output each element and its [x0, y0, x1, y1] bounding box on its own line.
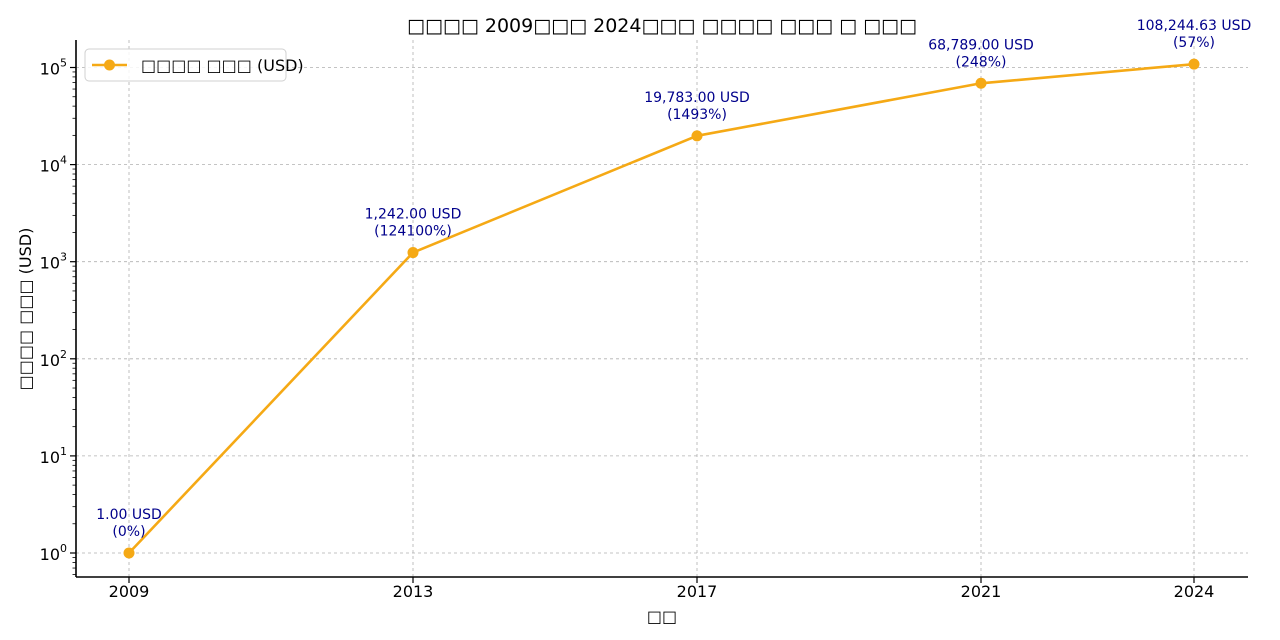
- annotation-value: 19,783.00 USD: [644, 90, 750, 106]
- x-tick-label: 2017: [677, 582, 718, 601]
- legend-box: [84, 48, 287, 82]
- x-axis-label: □□: [647, 607, 677, 626]
- x-axis-ticks: 2009 2013 2017 2021 2024: [109, 577, 1215, 601]
- series-line: [123, 58, 1200, 559]
- data-point-marker: [123, 547, 135, 559]
- data-point-marker: [691, 130, 703, 142]
- annotation-value: 1.00 USD: [96, 507, 162, 523]
- y-tick-label: 101: [40, 445, 67, 467]
- legend: □□□□ □□□ (USD): [84, 48, 304, 82]
- annotation-value: 68,789.00 USD: [928, 37, 1034, 53]
- data-point-marker: [1188, 58, 1200, 70]
- annotation-percent: (124100%): [374, 224, 452, 240]
- y-axis-ticks: 100 101 102 103 104 105: [40, 57, 76, 564]
- y-tick-label: 103: [40, 251, 67, 273]
- x-tick-label: 2013: [393, 582, 434, 601]
- annotation-percent: (248%): [956, 54, 1007, 70]
- data-point-marker: [975, 77, 987, 89]
- data-point-marker: [407, 247, 419, 259]
- grid-lines: [76, 40, 1248, 577]
- x-tick-label: 2024: [1174, 582, 1215, 601]
- y-tick-label: 100: [40, 542, 67, 564]
- legend-label: □□□□ □□□ (USD): [141, 56, 304, 75]
- legend-marker-icon: [104, 59, 115, 71]
- annotation-percent: (0%): [112, 524, 145, 540]
- annotation-value: 1,242.00 USD: [365, 207, 462, 223]
- annotation-value: 108,244.63 USD: [1137, 18, 1252, 34]
- x-tick-label: 2009: [109, 582, 150, 601]
- data-annotations: 1.00 USD(0%) 1,242.00 USD(124100%) 19,783.…: [96, 18, 1251, 540]
- y-tick-label: 104: [40, 154, 67, 176]
- x-tick-label: 2021: [961, 582, 1002, 601]
- y-tick-label: 105: [40, 57, 67, 79]
- chart-title: □□□□ 2009□□□ 2024□□□ □□□□ □□□ □ □□□: [407, 15, 917, 37]
- y-axis-label: □□□□ □□□ (USD): [16, 228, 35, 391]
- y-tick-label: 102: [40, 348, 67, 370]
- annotation-percent: (57%): [1173, 35, 1215, 51]
- price-line: [128, 62, 1195, 554]
- annotation-percent: (1493%): [667, 107, 727, 123]
